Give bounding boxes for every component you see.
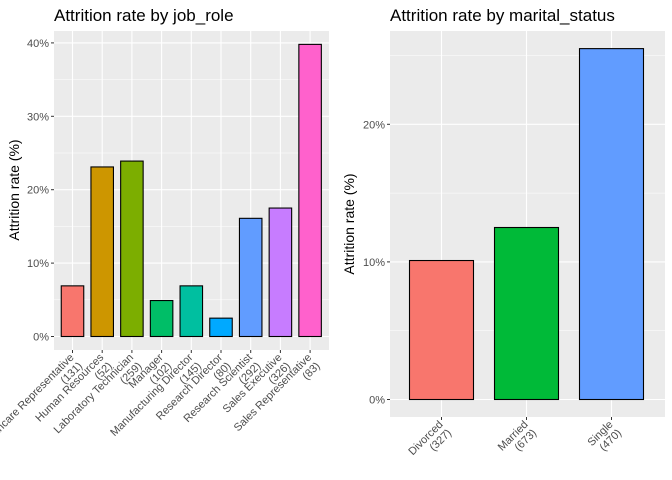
job-role-bar-sales-representative — [298, 43, 322, 338]
y-tick-label: 0% — [369, 395, 385, 407]
job-role-bar-healthcare-representative — [60, 285, 85, 338]
marital-status-chart-title: Attrition rate by marital_status — [390, 6, 615, 25]
y-tick-label: 20% — [27, 185, 49, 197]
marital-status-y-ticks: 0% 10% 20% — [363, 119, 390, 407]
marital-status-category-label: Single(470) — [586, 419, 625, 458]
job-role-y-ticks: 0% 10% 20% 30% 40% — [27, 38, 54, 344]
marital-status-chart: Attrition rate by marital_status Attriti… — [341, 6, 665, 467]
category-name: Healthcare Representative — [0, 352, 77, 453]
marital-status-bars — [408, 48, 645, 401]
y-tick-label: 20% — [363, 119, 385, 131]
job-role-bar-research-scientist — [238, 217, 263, 338]
job-role-bar-sales-executive — [268, 207, 293, 338]
job-role-x-ticks: Healthcare Representative(131)Human Reso… — [0, 350, 323, 453]
job-role-bar-manufacturing-director — [179, 285, 204, 338]
y-tick-label: 40% — [27, 38, 49, 50]
y-tick-label: 10% — [27, 258, 49, 270]
job-role-bar-manager — [149, 299, 174, 338]
job-role-y-axis-title: Attrition rate (%) — [6, 139, 22, 240]
marital-status-bar-married — [493, 226, 560, 401]
job-role-chart-title: Attrition rate by job_role — [54, 6, 234, 25]
job-role-bar-research-director — [209, 317, 233, 338]
y-tick-label: 10% — [363, 257, 385, 269]
y-tick-label: 0% — [33, 332, 49, 344]
job-role-bar-laboratory-technician — [120, 160, 144, 338]
marital-status-category-label: Divorced(327) — [406, 419, 454, 467]
job-role-chart: Attrition rate by job_role Attrition rat… — [0, 6, 329, 453]
marital-status-y-axis-title: Attrition rate (%) — [341, 173, 357, 274]
marital-status-category-label: Married(673) — [496, 419, 539, 462]
y-tick-label: 30% — [27, 111, 49, 123]
marital-status-bar-single — [578, 48, 645, 401]
job-role-bar-human-resources — [90, 166, 114, 338]
job-role-bars — [60, 43, 322, 338]
marital-status-bar-divorced — [408, 259, 475, 401]
marital-status-x-ticks: Divorced(327) Married(673) Single(470) — [406, 417, 625, 467]
